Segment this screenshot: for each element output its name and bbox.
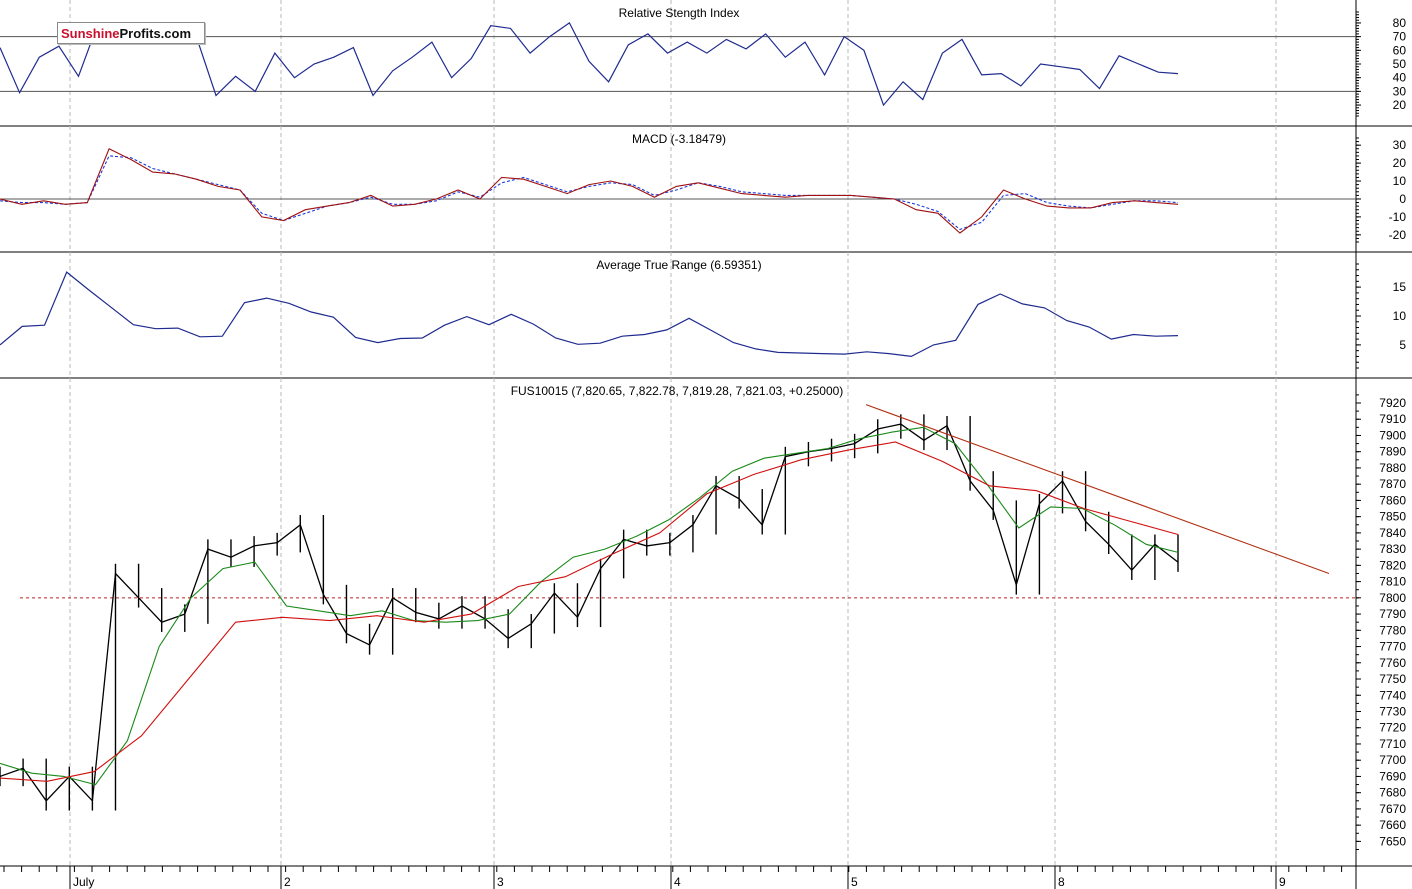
ytick-label: -10 <box>1389 210 1407 224</box>
price-line <box>0 423 1179 803</box>
ytick-label: 7660 <box>1379 818 1406 832</box>
chart-grid <box>69 0 1277 866</box>
ytick-label: 7780 <box>1379 623 1406 637</box>
ytick-label: 7760 <box>1379 656 1406 670</box>
ytick-label: 7850 <box>1379 510 1406 524</box>
xtick-label: 5 <box>851 875 858 889</box>
ytick-label: 20 <box>1393 156 1407 170</box>
ytick-label: 0 <box>1399 192 1406 206</box>
ytick-label: 7650 <box>1379 834 1406 848</box>
ytick-label: 7750 <box>1379 672 1406 686</box>
logo-part-sunshine: Sunshine <box>61 26 120 41</box>
ytick-label: 5 <box>1399 338 1406 352</box>
ytick-label: 7700 <box>1379 753 1406 767</box>
ytick-label: 7830 <box>1379 542 1406 556</box>
ytick-label: 7890 <box>1379 445 1406 459</box>
xtick-label: 9 <box>1279 875 1286 889</box>
atr-line <box>0 271 1179 358</box>
ytick-label: 60 <box>1393 43 1407 57</box>
xtick-label: 4 <box>674 875 681 889</box>
ma-fast-line <box>0 426 1179 786</box>
xtick-label: July <box>73 875 94 889</box>
macd-panel-title: MACD (-3.18479) <box>632 132 726 146</box>
ytick-label: 7820 <box>1379 558 1406 572</box>
macd-line <box>0 148 1179 234</box>
ytick-label: 7670 <box>1379 802 1406 816</box>
y-axes: 20304050607080-20-1001020305101576507660… <box>1356 11 1407 851</box>
rsi-panel-title: Relative Stength Index <box>619 6 740 20</box>
ytick-label: 7900 <box>1379 428 1406 442</box>
ma-slow-line <box>0 441 1179 782</box>
ytick-label: 7920 <box>1379 396 1406 410</box>
ytick-label: 15 <box>1393 280 1407 294</box>
ytick-label: 10 <box>1393 174 1407 188</box>
ytick-label: 7710 <box>1379 737 1406 751</box>
price-panel-title: FUS10015 (7,820.65, 7,822.78, 7,819.28, … <box>511 384 844 398</box>
ytick-label: 80 <box>1393 16 1407 30</box>
ytick-label: 7800 <box>1379 591 1406 605</box>
ytick-label: 7690 <box>1379 769 1406 783</box>
ytick-label: 7910 <box>1379 412 1406 426</box>
reference-lines <box>0 36 1356 599</box>
ytick-label: 7840 <box>1379 526 1406 540</box>
ytick-label: 20 <box>1393 98 1407 112</box>
ytick-label: 50 <box>1393 57 1407 71</box>
sunshine-profits-logo: SunshineProfits.com <box>57 22 205 44</box>
trend-line <box>865 404 1330 574</box>
ytick-label: 7740 <box>1379 688 1406 702</box>
atr-panel-title: Average True Range (6.59351) <box>596 258 761 272</box>
ytick-label: 7720 <box>1379 721 1406 735</box>
xtick-label: 3 <box>497 875 504 889</box>
ytick-label: 70 <box>1393 30 1407 44</box>
panel-titles: Relative Stength Index MACD (-3.18479) A… <box>511 6 844 398</box>
ytick-label: 30 <box>1393 84 1407 98</box>
ytick-label: 7860 <box>1379 493 1406 507</box>
x-axis: July 2 3 4 5 8 9 <box>3 866 1343 889</box>
ytick-label: -20 <box>1389 228 1407 242</box>
ytick-label: 30 <box>1393 138 1407 152</box>
ytick-label: 40 <box>1393 71 1407 85</box>
ytick-label: 7810 <box>1379 575 1406 589</box>
ytick-label: 7680 <box>1379 786 1406 800</box>
xtick-label: 2 <box>284 875 291 889</box>
ytick-label: 7870 <box>1379 477 1406 491</box>
ytick-label: 10 <box>1393 309 1407 323</box>
ytick-label: 7880 <box>1379 461 1406 475</box>
ytick-label: 7770 <box>1379 640 1406 654</box>
ytick-label: 7730 <box>1379 704 1406 718</box>
xtick-label: 8 <box>1058 875 1065 889</box>
ytick-label: 7790 <box>1379 607 1406 621</box>
logo-part-profits: Profits.com <box>119 26 192 41</box>
